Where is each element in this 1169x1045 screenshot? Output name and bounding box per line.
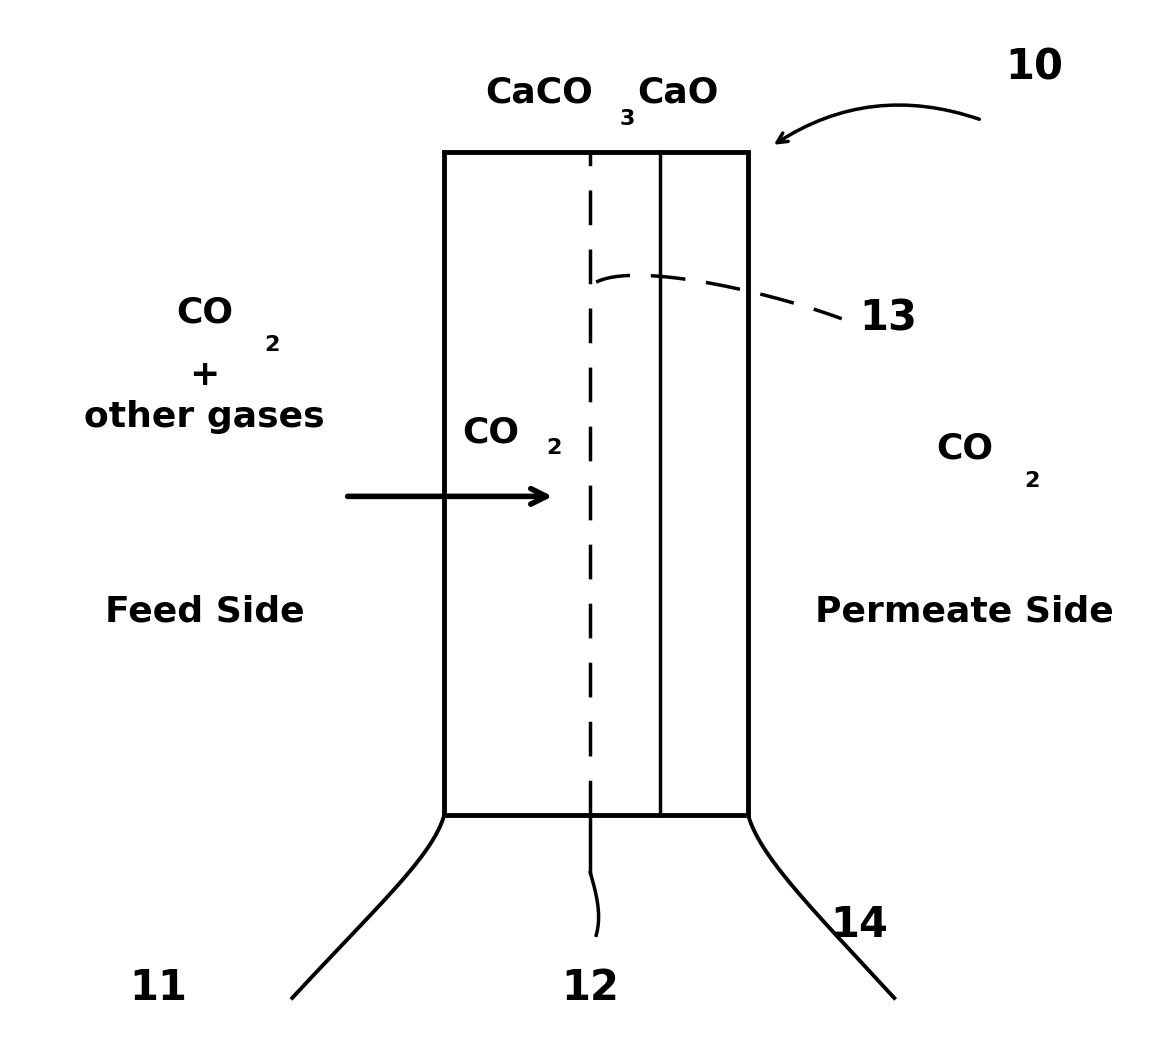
Text: CO: CO (177, 295, 233, 329)
Text: +: + (189, 357, 220, 392)
Bar (444, 152, 748, 815)
Text: Permeate Side: Permeate Side (815, 595, 1114, 628)
Text: 10: 10 (1005, 47, 1064, 89)
Text: Feed Side: Feed Side (105, 595, 304, 628)
Text: 2: 2 (264, 335, 281, 355)
Text: CO: CO (462, 415, 519, 449)
Text: CaO: CaO (637, 75, 719, 110)
Text: CO: CO (936, 431, 992, 465)
Text: 11: 11 (129, 967, 187, 1008)
Text: 13: 13 (859, 298, 918, 340)
Text: 12: 12 (561, 967, 620, 1008)
Text: 3: 3 (620, 109, 635, 129)
Text: 2: 2 (1024, 471, 1040, 491)
Text: CaCO: CaCO (485, 75, 593, 110)
Text: 2: 2 (546, 438, 561, 458)
Text: other gases: other gases (84, 399, 325, 434)
Text: 14: 14 (830, 904, 888, 946)
